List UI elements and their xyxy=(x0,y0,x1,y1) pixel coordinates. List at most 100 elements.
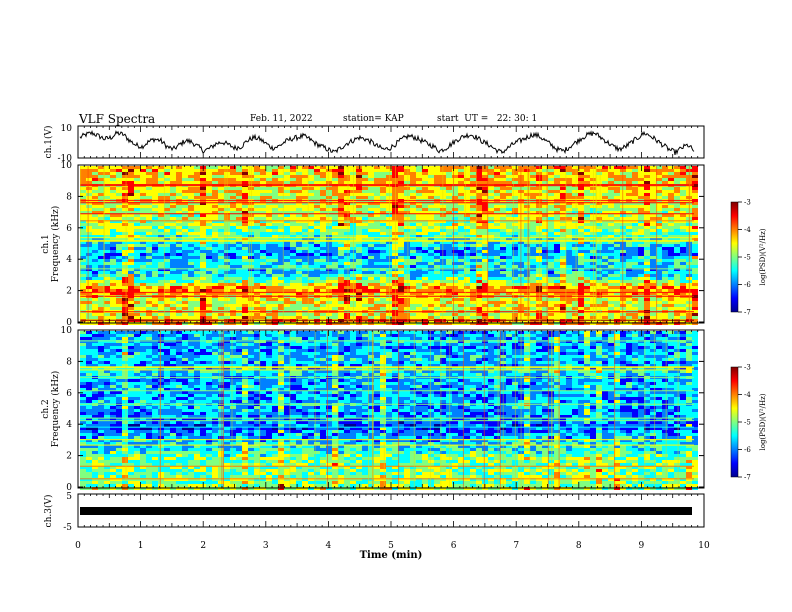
spectrogram-cell xyxy=(398,250,404,253)
spectrogram-cell xyxy=(86,196,92,199)
spectrogram-cell xyxy=(626,223,632,226)
spectrogram-cell xyxy=(272,307,278,310)
spectrogram-cell xyxy=(266,307,272,310)
spectrogram-cell xyxy=(230,193,236,196)
spectrogram-cell xyxy=(596,166,602,169)
spectrogram-cell xyxy=(296,271,302,274)
spectrogram-cell xyxy=(110,178,116,181)
spectrogram-cell xyxy=(248,208,254,211)
spectrogram-cell xyxy=(170,283,176,286)
spectrogram-cell xyxy=(506,226,512,229)
spectrogram-cell xyxy=(506,241,512,244)
spectrogram-cell xyxy=(512,190,518,193)
spectrogram-cell xyxy=(224,316,230,319)
spectrogram-cell xyxy=(554,274,560,277)
spectrogram-cell xyxy=(308,259,314,262)
spectrogram-cell xyxy=(638,247,644,250)
spectrogram-cell xyxy=(386,301,392,304)
spectrogram-cell xyxy=(356,208,362,211)
spectrogram-cell xyxy=(230,235,236,238)
spectrogram-cell xyxy=(302,217,308,220)
spectrogram-cell xyxy=(278,280,284,283)
spectrogram-cell xyxy=(302,175,308,178)
spectrogram-cell xyxy=(566,262,572,265)
spectrogram-cell xyxy=(224,178,230,181)
spectrogram-cell xyxy=(470,217,476,220)
spectrogram-cell xyxy=(134,208,140,211)
spectrogram-cell xyxy=(200,265,206,268)
spectrogram-cell xyxy=(452,172,458,175)
spectrogram-cell xyxy=(212,259,218,262)
spectrogram-cell xyxy=(176,205,182,208)
spectrogram-cell xyxy=(272,172,278,175)
spectrogram-cell xyxy=(242,232,248,235)
spectrogram-cell xyxy=(224,262,230,265)
spectrogram-cell xyxy=(476,292,482,295)
spectrogram-cell xyxy=(632,196,638,199)
spectrogram-cell xyxy=(638,181,644,184)
spectrogram-cell xyxy=(446,304,452,307)
spectrogram-cell xyxy=(218,232,224,235)
spectrogram-cell xyxy=(452,286,458,289)
spectrogram-cell xyxy=(278,193,284,196)
spectrogram-cell xyxy=(206,253,212,256)
spectrogram-cell xyxy=(464,289,470,292)
spectrogram-cell xyxy=(218,223,224,226)
spectrogram-cell xyxy=(104,307,110,310)
spectrogram-cell xyxy=(242,172,248,175)
spectrogram-cell xyxy=(572,214,578,217)
spectrogram-cell xyxy=(110,250,116,253)
spectrogram-cell xyxy=(164,208,170,211)
spectrogram-cell xyxy=(380,193,386,196)
spectrogram-cell xyxy=(140,274,146,277)
spectrogram-cell xyxy=(206,301,212,304)
spectrogram-cell xyxy=(104,256,110,259)
spectrogram-cell xyxy=(596,265,602,268)
spectrogram-cell xyxy=(350,214,356,217)
spectrogram-cell xyxy=(554,301,560,304)
spectrogram-cell xyxy=(524,181,530,184)
spectrogram-cell xyxy=(92,256,98,259)
spectrogram-cell xyxy=(140,250,146,253)
spectrogram-cell xyxy=(272,292,278,295)
spectrogram-cell xyxy=(308,244,314,247)
spectrogram-cell xyxy=(350,277,356,280)
spectrogram-cell xyxy=(176,241,182,244)
spectrogram-cell xyxy=(392,307,398,310)
spectrogram-cell xyxy=(572,274,578,277)
spectrogram-cell xyxy=(140,268,146,271)
spectrogram-cell xyxy=(224,313,230,316)
spectrogram-cell xyxy=(608,190,614,193)
spectrogram-cell xyxy=(626,301,632,304)
spectrogram-cell xyxy=(122,229,128,232)
spectrogram-cell xyxy=(344,241,350,244)
spectrogram-cell xyxy=(86,211,92,214)
spectrogram-cell xyxy=(242,208,248,211)
spectrogram-cell xyxy=(242,265,248,268)
spectrogram-cell xyxy=(608,217,614,220)
spectrogram-cell xyxy=(278,202,284,205)
spectrogram-cell xyxy=(530,232,536,235)
spectrogram-cell xyxy=(458,313,464,316)
spectrogram-cell xyxy=(320,262,326,265)
spectrogram-cell xyxy=(188,217,194,220)
spectrogram-cell xyxy=(602,289,608,292)
spectrogram-cell xyxy=(554,214,560,217)
spectrogram-cell xyxy=(632,307,638,310)
spectrogram-cell xyxy=(128,286,134,289)
spectrogram-cell xyxy=(392,250,398,253)
spectrogram-cell xyxy=(104,208,110,211)
spectrogram-cell xyxy=(188,178,194,181)
spectrogram-cell xyxy=(332,166,338,169)
spectrogram-cell xyxy=(560,235,566,238)
spectrogram-cell xyxy=(530,307,536,310)
spectrogram-cell xyxy=(512,298,518,301)
spectrogram-cell xyxy=(422,286,428,289)
spectrogram-cell xyxy=(572,235,578,238)
spectrogram-cell xyxy=(566,211,572,214)
spectrogram-cell xyxy=(584,196,590,199)
spectrogram-cell xyxy=(440,205,446,208)
spectrogram-cell xyxy=(368,169,374,172)
spectrogram-cell xyxy=(326,205,332,208)
spectrogram-cell xyxy=(296,283,302,286)
